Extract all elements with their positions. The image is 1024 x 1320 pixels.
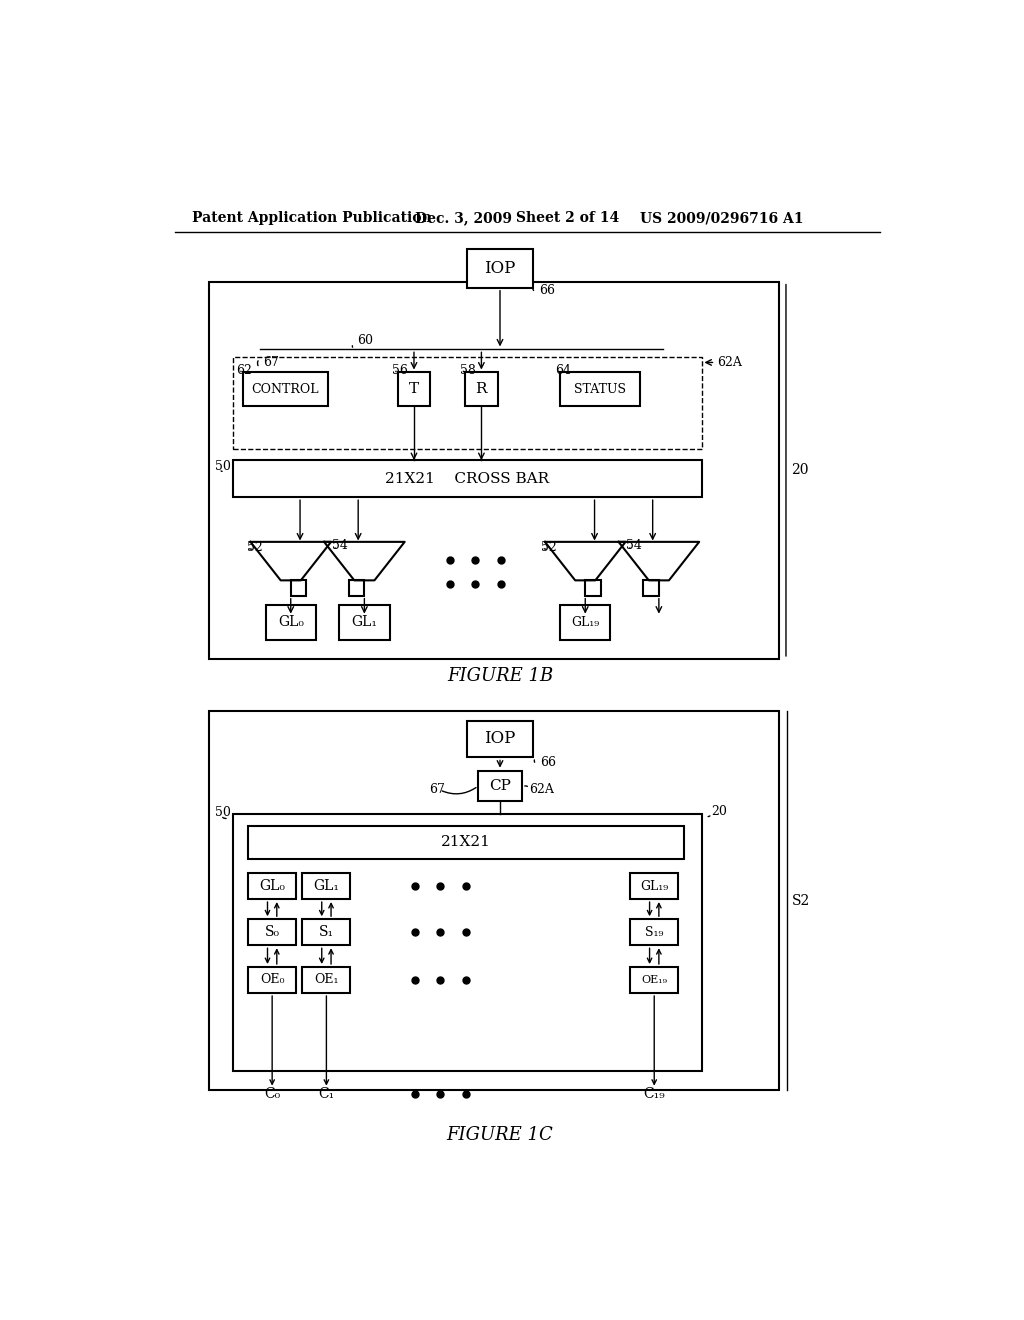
Text: OE₁: OE₁ (314, 973, 339, 986)
Text: 20: 20 (791, 463, 808, 478)
Bar (248, 873, 296, 899)
Text: 67: 67 (429, 783, 444, 796)
Bar (465, 372, 498, 407)
Text: US 2009/0296716 A1: US 2009/0296716 A1 (640, 211, 803, 226)
Text: Dec. 3, 2009: Dec. 3, 2009 (415, 211, 512, 226)
Text: S₀: S₀ (264, 925, 280, 940)
Text: CONTROL: CONTROL (252, 383, 319, 396)
Text: 50: 50 (215, 459, 230, 473)
Text: R: R (476, 383, 487, 396)
Bar (397, 372, 430, 407)
Text: 60: 60 (356, 334, 373, 347)
Bar (265, 605, 316, 640)
Text: T: T (409, 383, 419, 396)
Text: CP: CP (489, 779, 511, 793)
Text: C₁: C₁ (318, 1086, 335, 1101)
Bar (478, 771, 521, 801)
Text: GL₀: GL₀ (259, 879, 285, 894)
Bar (630, 966, 678, 993)
Text: 66: 66 (541, 756, 556, 770)
Text: GL₁: GL₁ (351, 615, 377, 630)
Text: GL₀: GL₀ (278, 615, 304, 630)
Text: Sheet 2 of 14: Sheet 2 of 14 (515, 211, 618, 226)
Text: 52: 52 (247, 541, 262, 554)
Text: 54: 54 (627, 539, 642, 552)
Text: 50: 50 (215, 807, 230, 820)
Text: STATUS: STATUS (574, 383, 626, 396)
Text: FIGURE 1C: FIGURE 1C (446, 1126, 553, 1143)
Bar (248, 966, 296, 993)
Text: 67: 67 (263, 356, 280, 370)
Bar (209, 711, 779, 1090)
Bar (248, 826, 684, 859)
Bar (291, 581, 306, 595)
Bar (302, 873, 350, 899)
Text: C₁₉: C₁₉ (643, 1086, 666, 1101)
Text: GL₁: GL₁ (313, 879, 339, 894)
Bar (643, 581, 658, 595)
Text: S2: S2 (792, 894, 810, 908)
Bar (302, 919, 350, 945)
Bar (560, 372, 640, 407)
Bar (349, 581, 365, 595)
Text: GL₁₉: GL₁₉ (571, 616, 599, 628)
Bar (232, 814, 701, 1071)
Text: 62A: 62A (717, 356, 741, 370)
Bar (586, 581, 601, 595)
Text: 64: 64 (555, 364, 571, 378)
Bar (248, 919, 296, 945)
Text: 66: 66 (539, 284, 555, 297)
Text: 62A: 62A (529, 783, 554, 796)
Text: C₀: C₀ (264, 1086, 281, 1101)
Text: 20: 20 (711, 805, 727, 818)
Text: 54: 54 (332, 539, 348, 552)
Text: IOP: IOP (484, 730, 516, 747)
Bar (467, 721, 532, 758)
Text: 56: 56 (392, 364, 409, 378)
Text: 58: 58 (460, 364, 475, 378)
Text: Patent Application Publication: Patent Application Publication (191, 211, 431, 226)
Text: FIGURE 1B: FIGURE 1B (446, 667, 553, 685)
Bar (560, 605, 610, 640)
Bar (209, 281, 779, 659)
Text: IOP: IOP (484, 260, 516, 277)
Text: OE₁₉: OE₁₉ (641, 975, 668, 985)
Bar (232, 461, 701, 498)
Bar (302, 966, 350, 993)
Bar (232, 358, 701, 449)
Text: 21X21: 21X21 (441, 836, 492, 849)
Text: OE₀: OE₀ (260, 973, 285, 986)
Bar (243, 372, 328, 407)
Bar (339, 605, 389, 640)
Text: 52: 52 (541, 541, 557, 554)
Text: 62: 62 (237, 364, 252, 378)
Text: S₁: S₁ (318, 925, 334, 940)
Text: 21X21    CROSS BAR: 21X21 CROSS BAR (385, 471, 549, 486)
Text: S₁₉: S₁₉ (645, 925, 664, 939)
Bar (630, 919, 678, 945)
Text: GL₁₉: GL₁₉ (640, 879, 669, 892)
Bar (630, 873, 678, 899)
Bar (467, 249, 532, 288)
